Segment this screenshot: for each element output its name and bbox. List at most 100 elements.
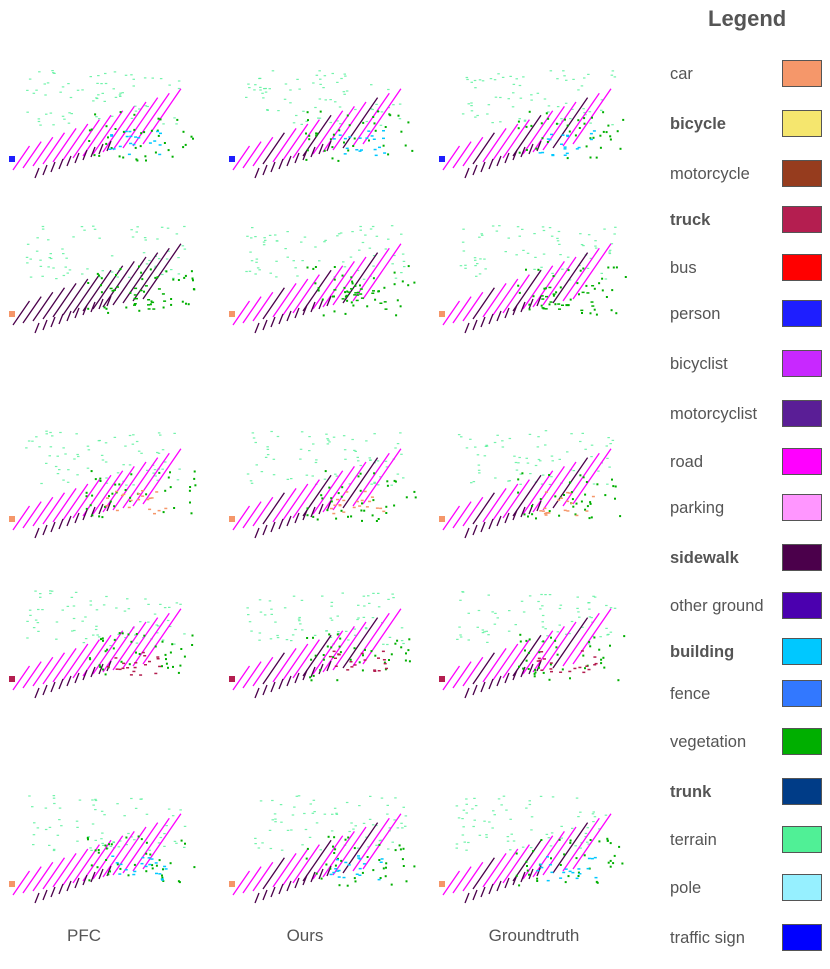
scan-line [142, 243, 182, 300]
point [476, 263, 479, 265]
point [581, 626, 584, 628]
point [530, 829, 533, 831]
point [335, 812, 338, 814]
point [145, 852, 148, 855]
point [276, 637, 280, 639]
point [168, 625, 172, 628]
point [375, 844, 378, 846]
point [539, 498, 542, 501]
point [190, 512, 193, 515]
point [619, 147, 622, 150]
point [606, 634, 609, 636]
point [558, 607, 562, 610]
point [530, 94, 533, 96]
scan-line [92, 630, 124, 675]
point [579, 269, 582, 272]
point [177, 257, 180, 259]
point [400, 130, 403, 133]
point [183, 655, 186, 658]
point [565, 152, 569, 155]
point [598, 840, 601, 843]
point [550, 455, 554, 457]
point [312, 515, 315, 518]
point [268, 600, 272, 602]
point [106, 648, 109, 651]
point [536, 880, 539, 882]
point [320, 494, 323, 497]
point [55, 621, 59, 623]
point [133, 863, 136, 866]
legend-label: motorcycle [670, 165, 750, 183]
scan-line [520, 301, 526, 313]
point [94, 799, 98, 802]
scan-line [286, 310, 292, 322]
point [135, 633, 138, 635]
point [547, 512, 551, 514]
scan-line [492, 643, 519, 681]
point [539, 863, 543, 866]
point [112, 148, 116, 150]
point [559, 671, 563, 673]
scan-line [66, 675, 72, 687]
point [98, 515, 101, 518]
point [118, 483, 121, 486]
point [610, 74, 614, 76]
point [258, 269, 261, 271]
scan-line [562, 817, 600, 872]
scene-ours-row-2 [229, 225, 416, 334]
point [470, 81, 473, 83]
point [284, 83, 288, 85]
point [525, 457, 528, 459]
point [344, 458, 347, 460]
point [370, 483, 373, 485]
point [413, 490, 416, 493]
point [522, 667, 525, 670]
point [594, 245, 597, 247]
point [357, 617, 360, 619]
point [384, 308, 388, 310]
point [392, 104, 395, 106]
point [512, 92, 515, 94]
point [550, 670, 553, 673]
point [143, 655, 147, 657]
point [90, 128, 93, 131]
scan-line [532, 626, 565, 673]
point [518, 118, 521, 120]
scan-line [34, 167, 40, 179]
point [51, 70, 54, 72]
point [586, 841, 589, 843]
point [371, 824, 375, 826]
scene-ours-row-1 [229, 70, 414, 179]
point [586, 505, 589, 508]
point [390, 883, 393, 886]
point [560, 143, 563, 145]
point [359, 489, 362, 492]
point [134, 110, 138, 112]
point [360, 509, 363, 512]
point [117, 633, 120, 635]
scan-line [272, 283, 297, 318]
point [571, 108, 574, 110]
scan-line [122, 617, 159, 669]
point [460, 436, 463, 438]
point [315, 134, 318, 137]
point [554, 303, 557, 306]
point [569, 118, 572, 120]
point [576, 282, 579, 285]
point [156, 130, 160, 133]
point [274, 818, 277, 820]
scan-line [278, 158, 284, 170]
point [540, 839, 543, 841]
scan-line [452, 296, 472, 324]
point [84, 616, 87, 618]
point [577, 868, 581, 870]
point [589, 257, 593, 259]
point [306, 111, 309, 114]
scan-line [488, 313, 494, 325]
scan-line [142, 448, 182, 505]
point [591, 813, 595, 815]
point [134, 287, 138, 290]
point [563, 853, 566, 856]
point [40, 482, 43, 485]
legend-swatch [782, 494, 822, 521]
